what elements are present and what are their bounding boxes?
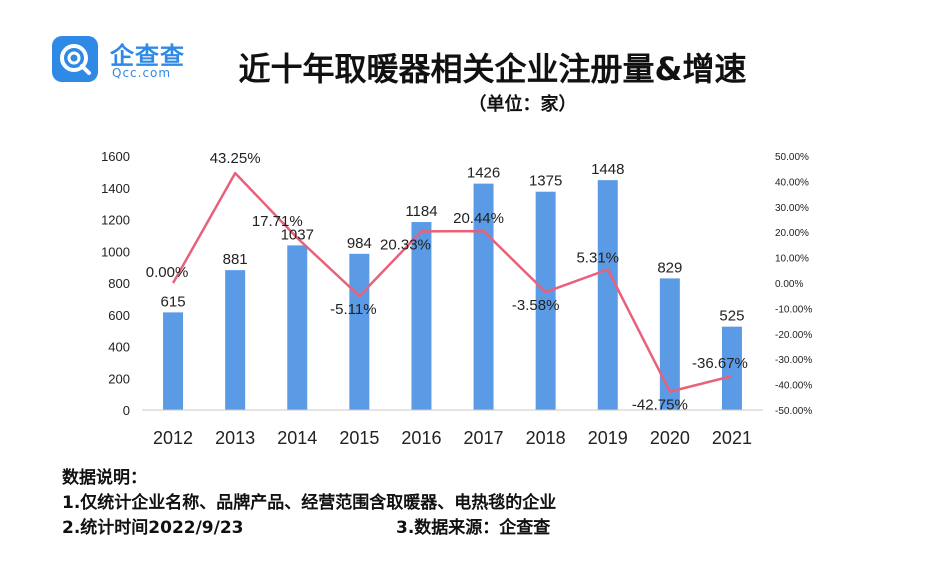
rate-label-2019: 5.31% bbox=[576, 250, 619, 267]
qcc-search-icon bbox=[52, 36, 98, 82]
x-tick-label-2018: 2018 bbox=[526, 428, 566, 448]
y-right-tick-label: -10.00% bbox=[775, 304, 812, 315]
bar-value-label-2019: 1448 bbox=[591, 161, 624, 178]
notes-heading: 数据说明： bbox=[62, 468, 147, 488]
y-left-tick-label: 1200 bbox=[101, 213, 130, 228]
bar-2016 bbox=[411, 222, 432, 410]
rate-label-2016: 20.33% bbox=[380, 236, 431, 253]
growth-rate-line bbox=[172, 171, 733, 393]
bar-2014 bbox=[287, 245, 308, 410]
bar-value-label-2021: 525 bbox=[719, 308, 744, 325]
logo-domain: Qcc.com bbox=[112, 66, 172, 80]
x-tick-label-2012: 2012 bbox=[153, 428, 193, 448]
y-left-tick-label: 800 bbox=[108, 276, 130, 291]
y-right-tick-label: 50.00% bbox=[775, 152, 809, 163]
x-tick-label-2020: 2020 bbox=[650, 428, 690, 448]
bar-2021 bbox=[721, 326, 742, 410]
y-left-tick-label: 1000 bbox=[101, 244, 130, 259]
x-tick-label-2019: 2019 bbox=[588, 428, 628, 448]
y-left-tick-label: 400 bbox=[108, 340, 130, 355]
rate-label-2018: -3.58% bbox=[512, 297, 560, 314]
bar-2018 bbox=[535, 191, 556, 410]
y-left-tick-label: 1600 bbox=[101, 149, 130, 164]
y-right-tick-label: -40.00% bbox=[775, 381, 812, 392]
notes-line-2: 2.统计时间2022/9/23 bbox=[62, 518, 244, 538]
y-left-tick-label: 1400 bbox=[101, 181, 130, 196]
bar-value-label-2015: 984 bbox=[347, 235, 372, 252]
bar-value-label-2020: 829 bbox=[657, 259, 682, 276]
bar-value-label-2012: 615 bbox=[161, 293, 186, 310]
x-tick-label-2021: 2021 bbox=[712, 428, 752, 448]
notes-line-1: 1.仅统计企业名称、品牌产品、经营范围含取暖器、电热毯的企业 bbox=[62, 493, 557, 513]
bar-value-label-2018: 1375 bbox=[529, 173, 562, 190]
bar-2012 bbox=[163, 312, 184, 410]
rate-label-2020: -42.75% bbox=[632, 397, 688, 414]
notes-line-3: 3.数据来源：企查查 bbox=[396, 518, 551, 538]
rate-label-2017: 20.44% bbox=[453, 210, 504, 227]
logo-name: 企查查 bbox=[110, 42, 185, 70]
bar-2020 bbox=[659, 278, 680, 410]
y-right-tick-label: 0.00% bbox=[775, 279, 803, 290]
logo: 企查查 Qcc.com bbox=[52, 36, 202, 82]
y-left-tick-label: 600 bbox=[108, 308, 130, 323]
x-tick-label-2013: 2013 bbox=[215, 428, 255, 448]
y-right-tick-label: -30.00% bbox=[775, 355, 812, 366]
y-right-tick-label: 40.00% bbox=[775, 177, 809, 188]
data-notes: 数据说明： 1.仅统计企业名称、品牌产品、经营范围含取暖器、电热毯的企业 2.统… bbox=[62, 466, 902, 541]
y-right-tick-label: 10.00% bbox=[775, 254, 809, 265]
chart-unit: （单位：家） bbox=[468, 94, 577, 115]
x-tick-label-2015: 2015 bbox=[339, 428, 379, 448]
y-left-tick-label: 0 bbox=[123, 403, 130, 418]
bar-value-label-2013: 881 bbox=[223, 251, 248, 268]
bar-2015 bbox=[349, 253, 370, 410]
rate-label-2013: 43.25% bbox=[210, 150, 261, 167]
y-right-tick-label: 30.00% bbox=[775, 203, 809, 214]
y-right-tick-label: -20.00% bbox=[775, 330, 812, 341]
bar-value-label-2017: 1426 bbox=[467, 165, 500, 182]
chart-title: 近十年取暖器相关企业注册量&增速 bbox=[238, 50, 747, 88]
x-tick-label-2016: 2016 bbox=[401, 428, 441, 448]
rate-label-2012: 0.00% bbox=[146, 264, 189, 281]
bar-2019 bbox=[597, 180, 618, 410]
bar-2013 bbox=[225, 270, 246, 410]
x-tick-label-2017: 2017 bbox=[464, 428, 504, 448]
x-tick-label-2014: 2014 bbox=[277, 428, 317, 448]
y-left-tick-label: 200 bbox=[108, 371, 130, 386]
rate-label-2015: -5.11% bbox=[330, 301, 376, 318]
rate-label-2014: 17.71% bbox=[252, 213, 303, 230]
y-right-tick-label: -50.00% bbox=[775, 406, 812, 417]
notes-line-2-row: 2.统计时间2022/9/23 3.数据来源：企查查 bbox=[62, 516, 902, 541]
bar-value-label-2014: 1037 bbox=[281, 226, 314, 243]
rate-label-2021: -36.67% bbox=[692, 355, 748, 372]
bar-value-label-2016: 1184 bbox=[405, 203, 437, 220]
bar-2017 bbox=[473, 183, 494, 410]
y-right-tick-label: 20.00% bbox=[775, 228, 809, 239]
combo-chart: 0 200 400 600 800 1000 1200 1400 1600 -50.00% -40.… bbox=[101, 149, 812, 448]
